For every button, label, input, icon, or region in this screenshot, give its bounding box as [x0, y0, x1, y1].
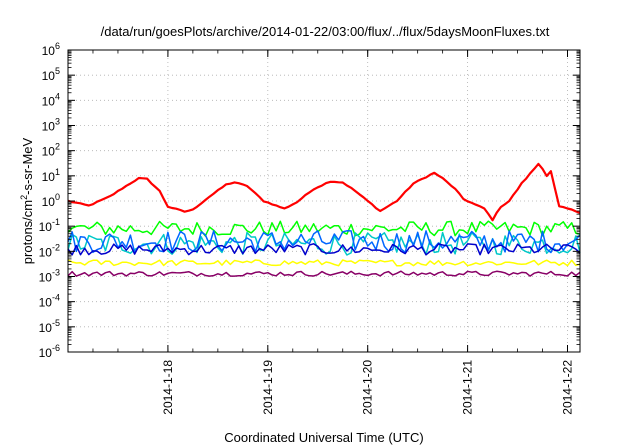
- y-axis-label: protons/cm2-s-sr-MeV: [19, 137, 35, 264]
- series-line: [67, 162, 581, 222]
- y-tick-label: 103: [42, 117, 60, 134]
- y-axis: 10-6 10-5 10-4 10-3 10-2 10-1 100 101 102 103 104 1…: [39, 41, 580, 360]
- y-tick-label: 100: [42, 192, 60, 209]
- y-tick-label: 10-2: [39, 242, 60, 259]
- y-tick-label: 10-1: [39, 217, 60, 234]
- y-tick-label: 106: [42, 41, 60, 58]
- series-line: [67, 220, 581, 237]
- y-tick-label: 10-5: [39, 318, 60, 335]
- y-tick-label: 102: [42, 142, 60, 159]
- series-line: [67, 259, 581, 267]
- y-tick-label: 101: [42, 167, 60, 184]
- grid: [68, 50, 580, 352]
- x-tick-label: 2014-1-18: [161, 360, 175, 415]
- series-line: [67, 243, 581, 256]
- chart-title: /data/run/goesPlots/archive/2014-01-22/0…: [101, 24, 550, 39]
- y-tick-label: 10-4: [39, 293, 60, 310]
- y-tick-label: 105: [42, 66, 60, 83]
- x-axis-label: Coordinated Universal Time (UTC): [224, 430, 423, 445]
- y-tick-label: 104: [42, 91, 60, 108]
- x-axis: 2014-1-18 2014-1-19 2014-1-20 2014-1-21 2014…: [67, 50, 575, 415]
- y-tick-label: 10-6: [39, 343, 60, 360]
- series-lines: [67, 162, 581, 277]
- y-tick-label: 10-3: [39, 268, 60, 285]
- series-line: [67, 230, 581, 254]
- x-tick-label: 2014-1-19: [261, 360, 275, 415]
- x-tick-label: 2014-1-20: [361, 360, 375, 415]
- x-tick-label: 2014-1-22: [561, 360, 575, 415]
- x-tick-label: 2014-1-21: [461, 360, 475, 415]
- series-line: [67, 270, 581, 277]
